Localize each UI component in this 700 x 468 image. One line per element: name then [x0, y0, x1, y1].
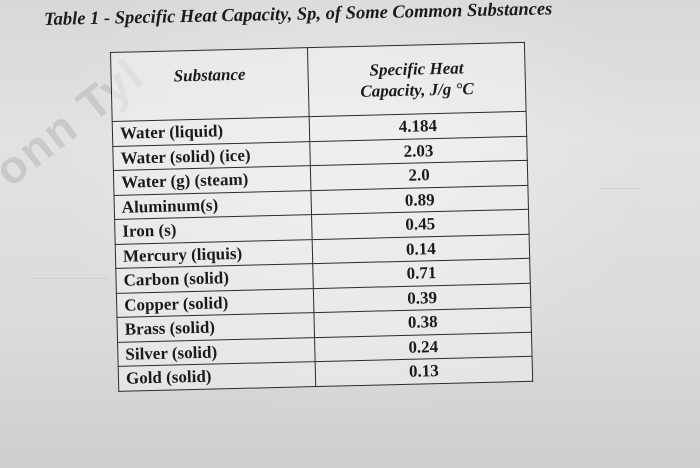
table-title: Table 1 - Specific Heat Capacity, Sp, of… [43, 0, 553, 30]
bleed-through-text: —————— [30, 270, 108, 285]
header-specific-heat: Specific Heat Capacity, J/g °C [307, 42, 527, 117]
heat-capacity-cell: 0.13 [315, 356, 533, 387]
header-specific-heat-line2: Capacity, J/g °C [360, 79, 474, 101]
header-substance: Substance [110, 47, 310, 122]
table-header-row: Substance Specific Heat Capacity, J/g °C [110, 42, 527, 122]
heat-capacity-table: Substance Specific Heat Capacity, J/g °C… [110, 41, 534, 392]
substance-cell: Gold (solid) [118, 361, 316, 391]
bleed-through-text: ——— [600, 180, 639, 195]
heat-capacity-table-container: Substance Specific Heat Capacity, J/g °C… [110, 41, 534, 392]
